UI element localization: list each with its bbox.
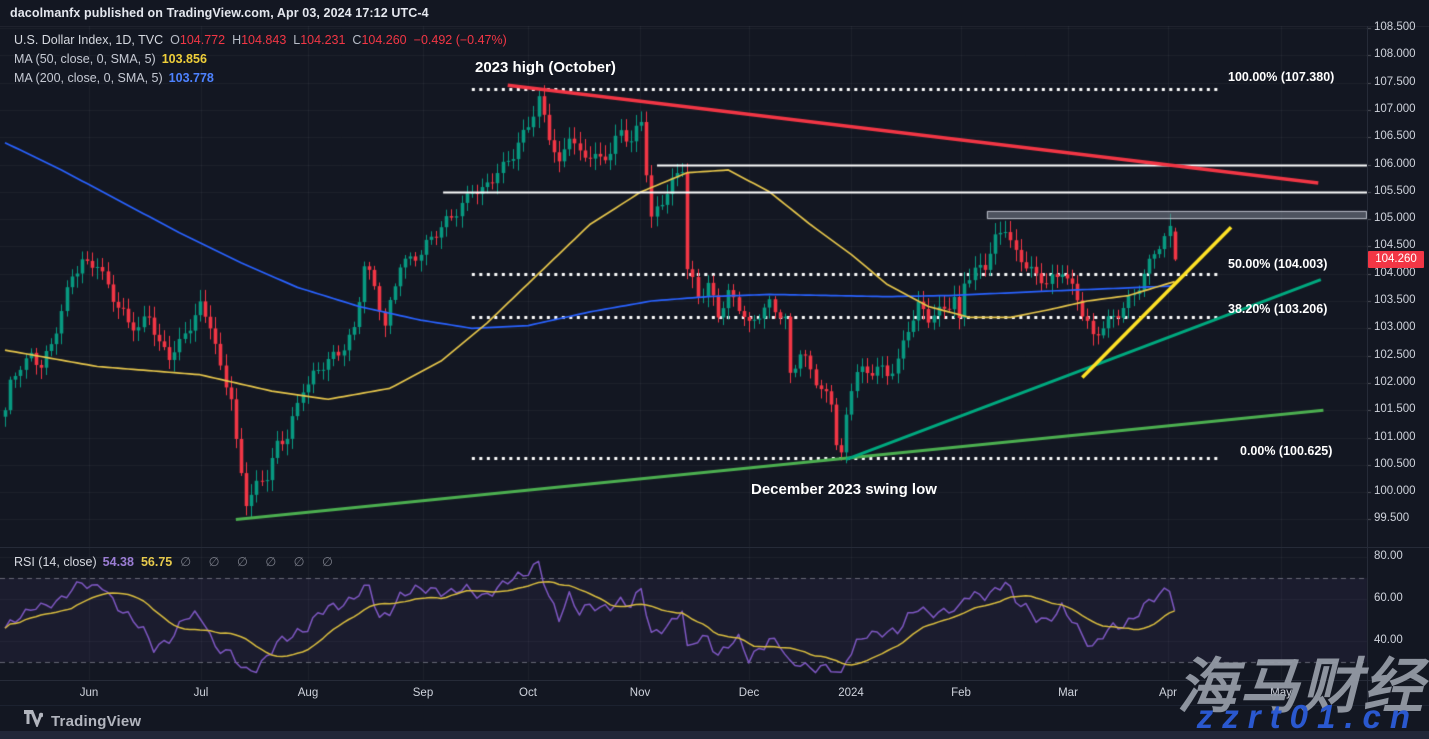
price-tick-label: 107.500 bbox=[1374, 75, 1416, 88]
ma50-label: MA (50, close, 0, SMA, 5) bbox=[14, 52, 156, 66]
price-tick-label: 103.000 bbox=[1374, 321, 1416, 334]
tradingview-footer-link[interactable]: TradingView bbox=[24, 710, 141, 732]
watermark-url-text: zzrt01.cn bbox=[1196, 698, 1419, 735]
price-tick-label: 101.000 bbox=[1374, 430, 1416, 443]
price-tick-label: 102.500 bbox=[1374, 348, 1416, 361]
time-tick-label: Sep bbox=[412, 687, 434, 699]
price-tick-label: 105.000 bbox=[1374, 212, 1416, 225]
time-tick-label: Feb bbox=[951, 687, 971, 699]
footer-separator bbox=[0, 705, 1429, 706]
close-value: 104.260 bbox=[361, 33, 407, 47]
time-axis-separator bbox=[0, 680, 1429, 681]
time-tick-label: Oct bbox=[519, 687, 537, 699]
rsi-label: RSI (14, close) bbox=[14, 555, 97, 569]
time-tick-label: 2024 bbox=[838, 687, 864, 699]
price-tick-label: 104.000 bbox=[1374, 266, 1416, 279]
low-label: L bbox=[293, 33, 301, 47]
price-tick-label: 103.500 bbox=[1374, 294, 1416, 306]
chart-legend: U.S. Dollar Index, 1D, TVC O104.772 H104.8… bbox=[14, 31, 507, 88]
rsi-pane-separator[interactable] bbox=[0, 547, 1429, 548]
price-axis-separator bbox=[1367, 26, 1368, 705]
symbol-legend-row[interactable]: U.S. Dollar Index, 1D, TVC O104.772 H104.8… bbox=[14, 31, 507, 50]
time-tick-label: Mar bbox=[1058, 687, 1078, 699]
time-tick-label: Jul bbox=[193, 687, 209, 699]
ma200-value: 103.778 bbox=[168, 71, 214, 85]
rsi-value: 54.38 bbox=[102, 555, 134, 569]
price-tick-label: 100.000 bbox=[1374, 485, 1416, 498]
header-separator bbox=[0, 26, 1429, 27]
watermark-chinese-text: 海马财经 bbox=[1177, 653, 1425, 720]
ma50-value: 103.856 bbox=[161, 52, 207, 66]
price-tick-label: 106.500 bbox=[1374, 130, 1416, 143]
ma200-legend-row[interactable]: MA (200, close, 0, SMA, 5) 103.778 bbox=[14, 69, 507, 88]
fib-label-50: 50.00% (104.003) bbox=[1228, 257, 1328, 271]
symbol-title: U.S. Dollar Index, 1D, TVC bbox=[14, 33, 164, 47]
tradingview-brand-text: TradingView bbox=[51, 712, 142, 730]
time-tick-label: Apr bbox=[1159, 687, 1177, 699]
price-tick-label: 107.000 bbox=[1374, 102, 1416, 115]
price-tick-label: 108.000 bbox=[1374, 48, 1416, 61]
price-tick-label: 108.500 bbox=[1374, 21, 1416, 33]
rsi-empty-slots: ∅ ∅ ∅ ∅ ∅ ∅ bbox=[180, 555, 340, 569]
price-tick-label: 106.000 bbox=[1374, 157, 1416, 170]
change-value: −0.492 (−0.47%) bbox=[413, 33, 507, 47]
rsi-tick-label: 40.00 bbox=[1374, 634, 1403, 646]
tradingview-logo-icon bbox=[24, 710, 44, 732]
fib-label-100: 100.00% (107.380) bbox=[1228, 70, 1335, 84]
open-label: O bbox=[170, 33, 180, 47]
fib-label-382: 38.20% (103.206) bbox=[1228, 302, 1328, 316]
price-tick-label: 99.500 bbox=[1374, 512, 1410, 525]
rsi-tick-label: 80.00 bbox=[1374, 550, 1403, 562]
rsi-ma-value: 56.75 bbox=[140, 555, 173, 569]
close-label: C bbox=[352, 33, 362, 47]
price-tick-label: 100.500 bbox=[1374, 457, 1416, 470]
high-value: 104.843 bbox=[241, 33, 287, 47]
rsi-legend-row[interactable]: RSI (14, close) 54.38 56.75 ∅ ∅ ∅ ∅ ∅ ∅ bbox=[14, 554, 340, 569]
annotation-december-swing-low: December 2023 swing low bbox=[751, 481, 937, 498]
rsi-tick-label: 60.00 bbox=[1374, 592, 1403, 604]
publish-attribution-line: dacolmanfx published on TradingView.com,… bbox=[10, 6, 429, 20]
bottom-strip bbox=[0, 731, 1429, 739]
ma50-legend-row[interactable]: MA (50, close, 0, SMA, 5) 103.856 bbox=[14, 50, 507, 69]
annotation-2023-high: 2023 high (October) bbox=[475, 59, 616, 76]
price-tick-label: 105.500 bbox=[1374, 184, 1416, 197]
time-tick-label: Dec bbox=[738, 687, 760, 699]
low-value: 104.231 bbox=[300, 33, 346, 47]
price-tick-label: 102.000 bbox=[1374, 375, 1416, 388]
ma200-label: MA (200, close, 0, SMA, 5) bbox=[14, 71, 163, 85]
price-tick-label: 101.500 bbox=[1374, 403, 1416, 416]
open-value: 104.772 bbox=[179, 33, 226, 47]
time-tick-label: May bbox=[1270, 687, 1292, 699]
price-tick-label: 104.500 bbox=[1374, 239, 1416, 252]
time-tick-label: Jun bbox=[79, 687, 99, 699]
last-price-badge: 104.260 bbox=[1368, 251, 1424, 268]
time-tick-label: Aug bbox=[297, 687, 319, 699]
high-label: H bbox=[232, 33, 242, 47]
fib-label-0: 0.00% (100.625) bbox=[1240, 444, 1333, 458]
time-tick-label: Nov bbox=[629, 687, 651, 699]
